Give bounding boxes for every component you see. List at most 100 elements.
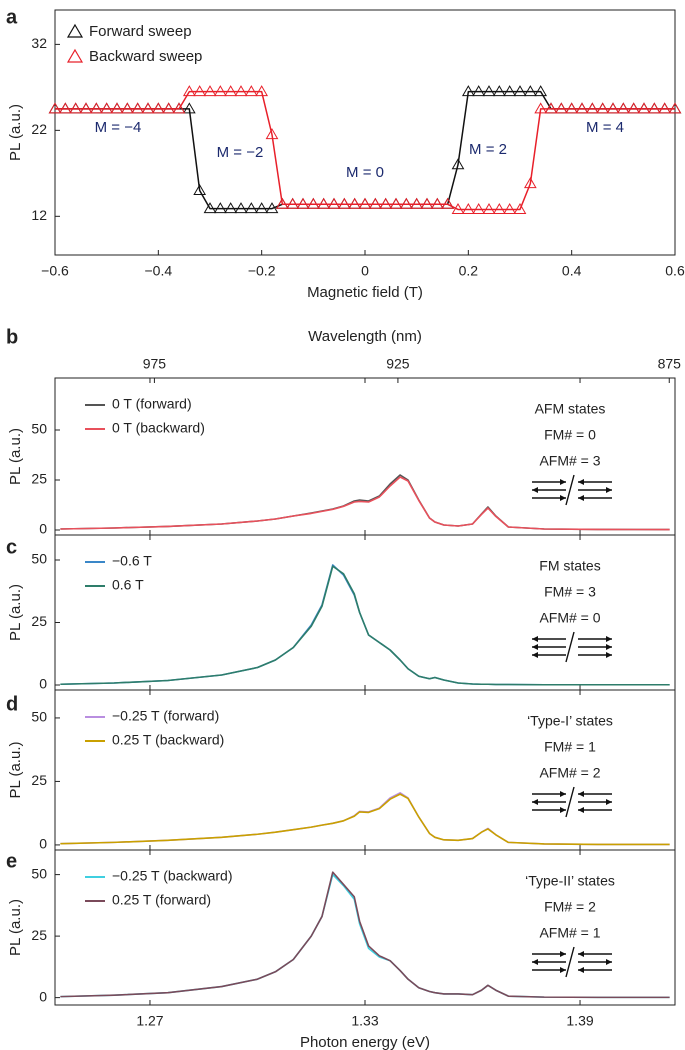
triangle-marker <box>141 102 155 114</box>
annotation: M = −2 <box>217 144 264 161</box>
triangle-marker <box>296 197 310 209</box>
triangle-marker <box>182 102 196 114</box>
triangle-marker <box>151 102 165 114</box>
state-note: FM states <box>539 558 600 574</box>
triangle-marker <box>637 102 651 114</box>
x-tick-label: −0.6 <box>41 263 69 279</box>
x-tick-label: 0.6 <box>665 263 685 279</box>
triangle-marker <box>451 202 465 214</box>
annotation: M = 2 <box>469 141 507 158</box>
state-note: ‘Type-I’ states <box>527 713 613 729</box>
triangle-marker <box>275 197 289 209</box>
legend-label: −0.6 T <box>112 553 152 569</box>
triangle-marker <box>554 102 568 114</box>
triangle-marker <box>513 85 527 97</box>
legend-marker <box>66 48 84 63</box>
y-tick-label: 25 <box>31 613 47 629</box>
triangle-marker <box>244 202 258 214</box>
triangle-marker <box>503 202 517 214</box>
state-note: FM# = 1 <box>544 739 596 755</box>
triangle-marker <box>162 102 176 114</box>
triangle-marker <box>523 177 537 189</box>
slash <box>565 631 575 663</box>
spin-arrowhead <box>560 479 566 485</box>
annotation: M = 4 <box>586 119 624 136</box>
triangle-marker <box>255 85 269 97</box>
triangle-marker <box>203 85 217 97</box>
triangle-marker <box>410 197 424 209</box>
triangle-marker <box>224 202 238 214</box>
spin-arrowhead <box>606 799 612 805</box>
x-tick-label: −0.2 <box>248 263 276 279</box>
y-axis-title: PL (a.u.) <box>7 104 24 161</box>
spin-arrowhead <box>578 791 584 797</box>
legend-label: −0.25 T (backward) <box>112 868 233 884</box>
panel-letter: e <box>6 850 17 872</box>
triangle-marker <box>503 85 517 97</box>
triangle-marker <box>286 197 300 209</box>
x-tick-label: 0.2 <box>459 263 479 279</box>
legend-label: Forward sweep <box>89 23 192 40</box>
y-tick-label: 50 <box>31 421 47 437</box>
series-line <box>60 476 670 531</box>
state-note: FM# = 0 <box>544 427 596 443</box>
panel-letter: c <box>6 536 17 558</box>
triangle-marker <box>89 102 103 114</box>
spin-arrowhead <box>578 479 584 485</box>
triangle-marker <box>461 202 475 214</box>
spin-arrowhead <box>532 644 538 650</box>
triangle-marker <box>172 102 186 114</box>
y-tick-label: 0 <box>39 836 47 852</box>
triangle-marker <box>658 102 672 114</box>
series-line <box>60 871 670 999</box>
triangle-marker <box>647 102 661 114</box>
triangle-marker <box>224 85 238 97</box>
triangle-marker <box>100 102 114 114</box>
triangle-marker <box>627 102 641 114</box>
spin-arrowhead <box>606 644 612 650</box>
spin-arrowhead <box>606 959 612 965</box>
triangle-marker <box>596 102 610 114</box>
spin-arrowhead <box>532 799 538 805</box>
triangle-marker <box>265 128 279 140</box>
triangle-marker <box>327 197 341 209</box>
triangle-marker <box>389 197 403 209</box>
triangle-marker <box>399 197 413 209</box>
triangle-marker <box>658 102 672 114</box>
triangle-marker <box>213 85 227 97</box>
spin-arrowhead <box>606 652 612 658</box>
triangle-marker <box>131 102 145 114</box>
legend-label: 0.6 T <box>112 577 144 593</box>
spin-arrowhead <box>606 487 612 493</box>
state-note: AFM# = 1 <box>539 925 600 941</box>
triangle-marker <box>534 85 548 97</box>
y-tick-label: 25 <box>31 927 47 943</box>
spin-arrowhead <box>532 487 538 493</box>
legend-label: 0.25 T (forward) <box>112 892 211 908</box>
triangle-marker <box>482 85 496 97</box>
annotation: M = −4 <box>95 119 142 136</box>
triangle-marker <box>544 102 558 114</box>
triangle-marker <box>472 202 486 214</box>
state-note: FM# = 3 <box>544 584 596 600</box>
triangle-marker <box>492 85 506 97</box>
triangle-marker <box>337 197 351 209</box>
triangle-marker <box>585 102 599 114</box>
triangle-marker <box>306 197 320 209</box>
triangle-marker <box>523 85 537 97</box>
y-tick-label: 50 <box>31 551 47 567</box>
x-axis-title: Photon energy (eV) <box>300 1034 430 1050</box>
triangle-marker <box>358 197 372 209</box>
y-tick-label: 0 <box>39 676 47 692</box>
legend-label: 0 T (forward) <box>112 396 192 412</box>
triangle-marker <box>472 85 486 97</box>
y-axis-title: PL (a.u.) <box>7 584 24 641</box>
x-tick-label: 0.4 <box>562 263 582 279</box>
legend-label: −0.25 T (forward) <box>112 708 219 724</box>
triangle-marker <box>379 197 393 209</box>
y-tick-label: 25 <box>31 772 47 788</box>
triangle-marker <box>534 102 548 114</box>
triangle-marker <box>120 102 134 114</box>
triangle-marker <box>317 197 331 209</box>
